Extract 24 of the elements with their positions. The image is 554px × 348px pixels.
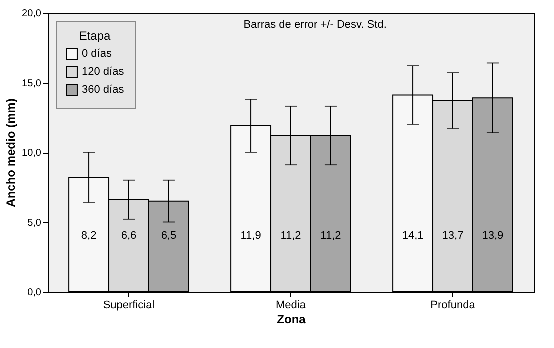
- annotation: Barras de error +/- Desv. Std.: [244, 19, 387, 31]
- x-tick-label: Superficial: [103, 300, 155, 312]
- y-tick-label: 5,0: [28, 218, 42, 229]
- data-label: 6,6: [121, 230, 137, 242]
- legend-label: 0 días: [82, 48, 112, 60]
- y-axis-title: Ancho medio (mm): [4, 98, 18, 208]
- data-label: 14,1: [402, 230, 424, 242]
- y-tick-label: 15,0: [22, 78, 42, 90]
- data-label: 8,2: [81, 230, 97, 242]
- legend-label: 360 días: [82, 84, 125, 96]
- data-label: 13,7: [442, 230, 464, 242]
- y-tick-label: 0,0: [28, 288, 42, 298]
- x-axis-title: Zona: [277, 312, 306, 326]
- x-tick-label: Profunda: [430, 300, 476, 312]
- data-label: 11,9: [240, 230, 262, 242]
- legend-title: Etapa: [79, 29, 112, 43]
- legend-label: 120 días: [82, 66, 125, 78]
- y-tick-label: 10,0: [22, 148, 42, 159]
- data-label: 11,2: [320, 230, 342, 242]
- x-tick-label: Media: [276, 300, 307, 312]
- data-label: 6,5: [161, 230, 177, 242]
- data-label: 13,9: [482, 230, 504, 242]
- y-tick-label: 20,0: [22, 8, 42, 20]
- data-label: 11,2: [280, 230, 302, 242]
